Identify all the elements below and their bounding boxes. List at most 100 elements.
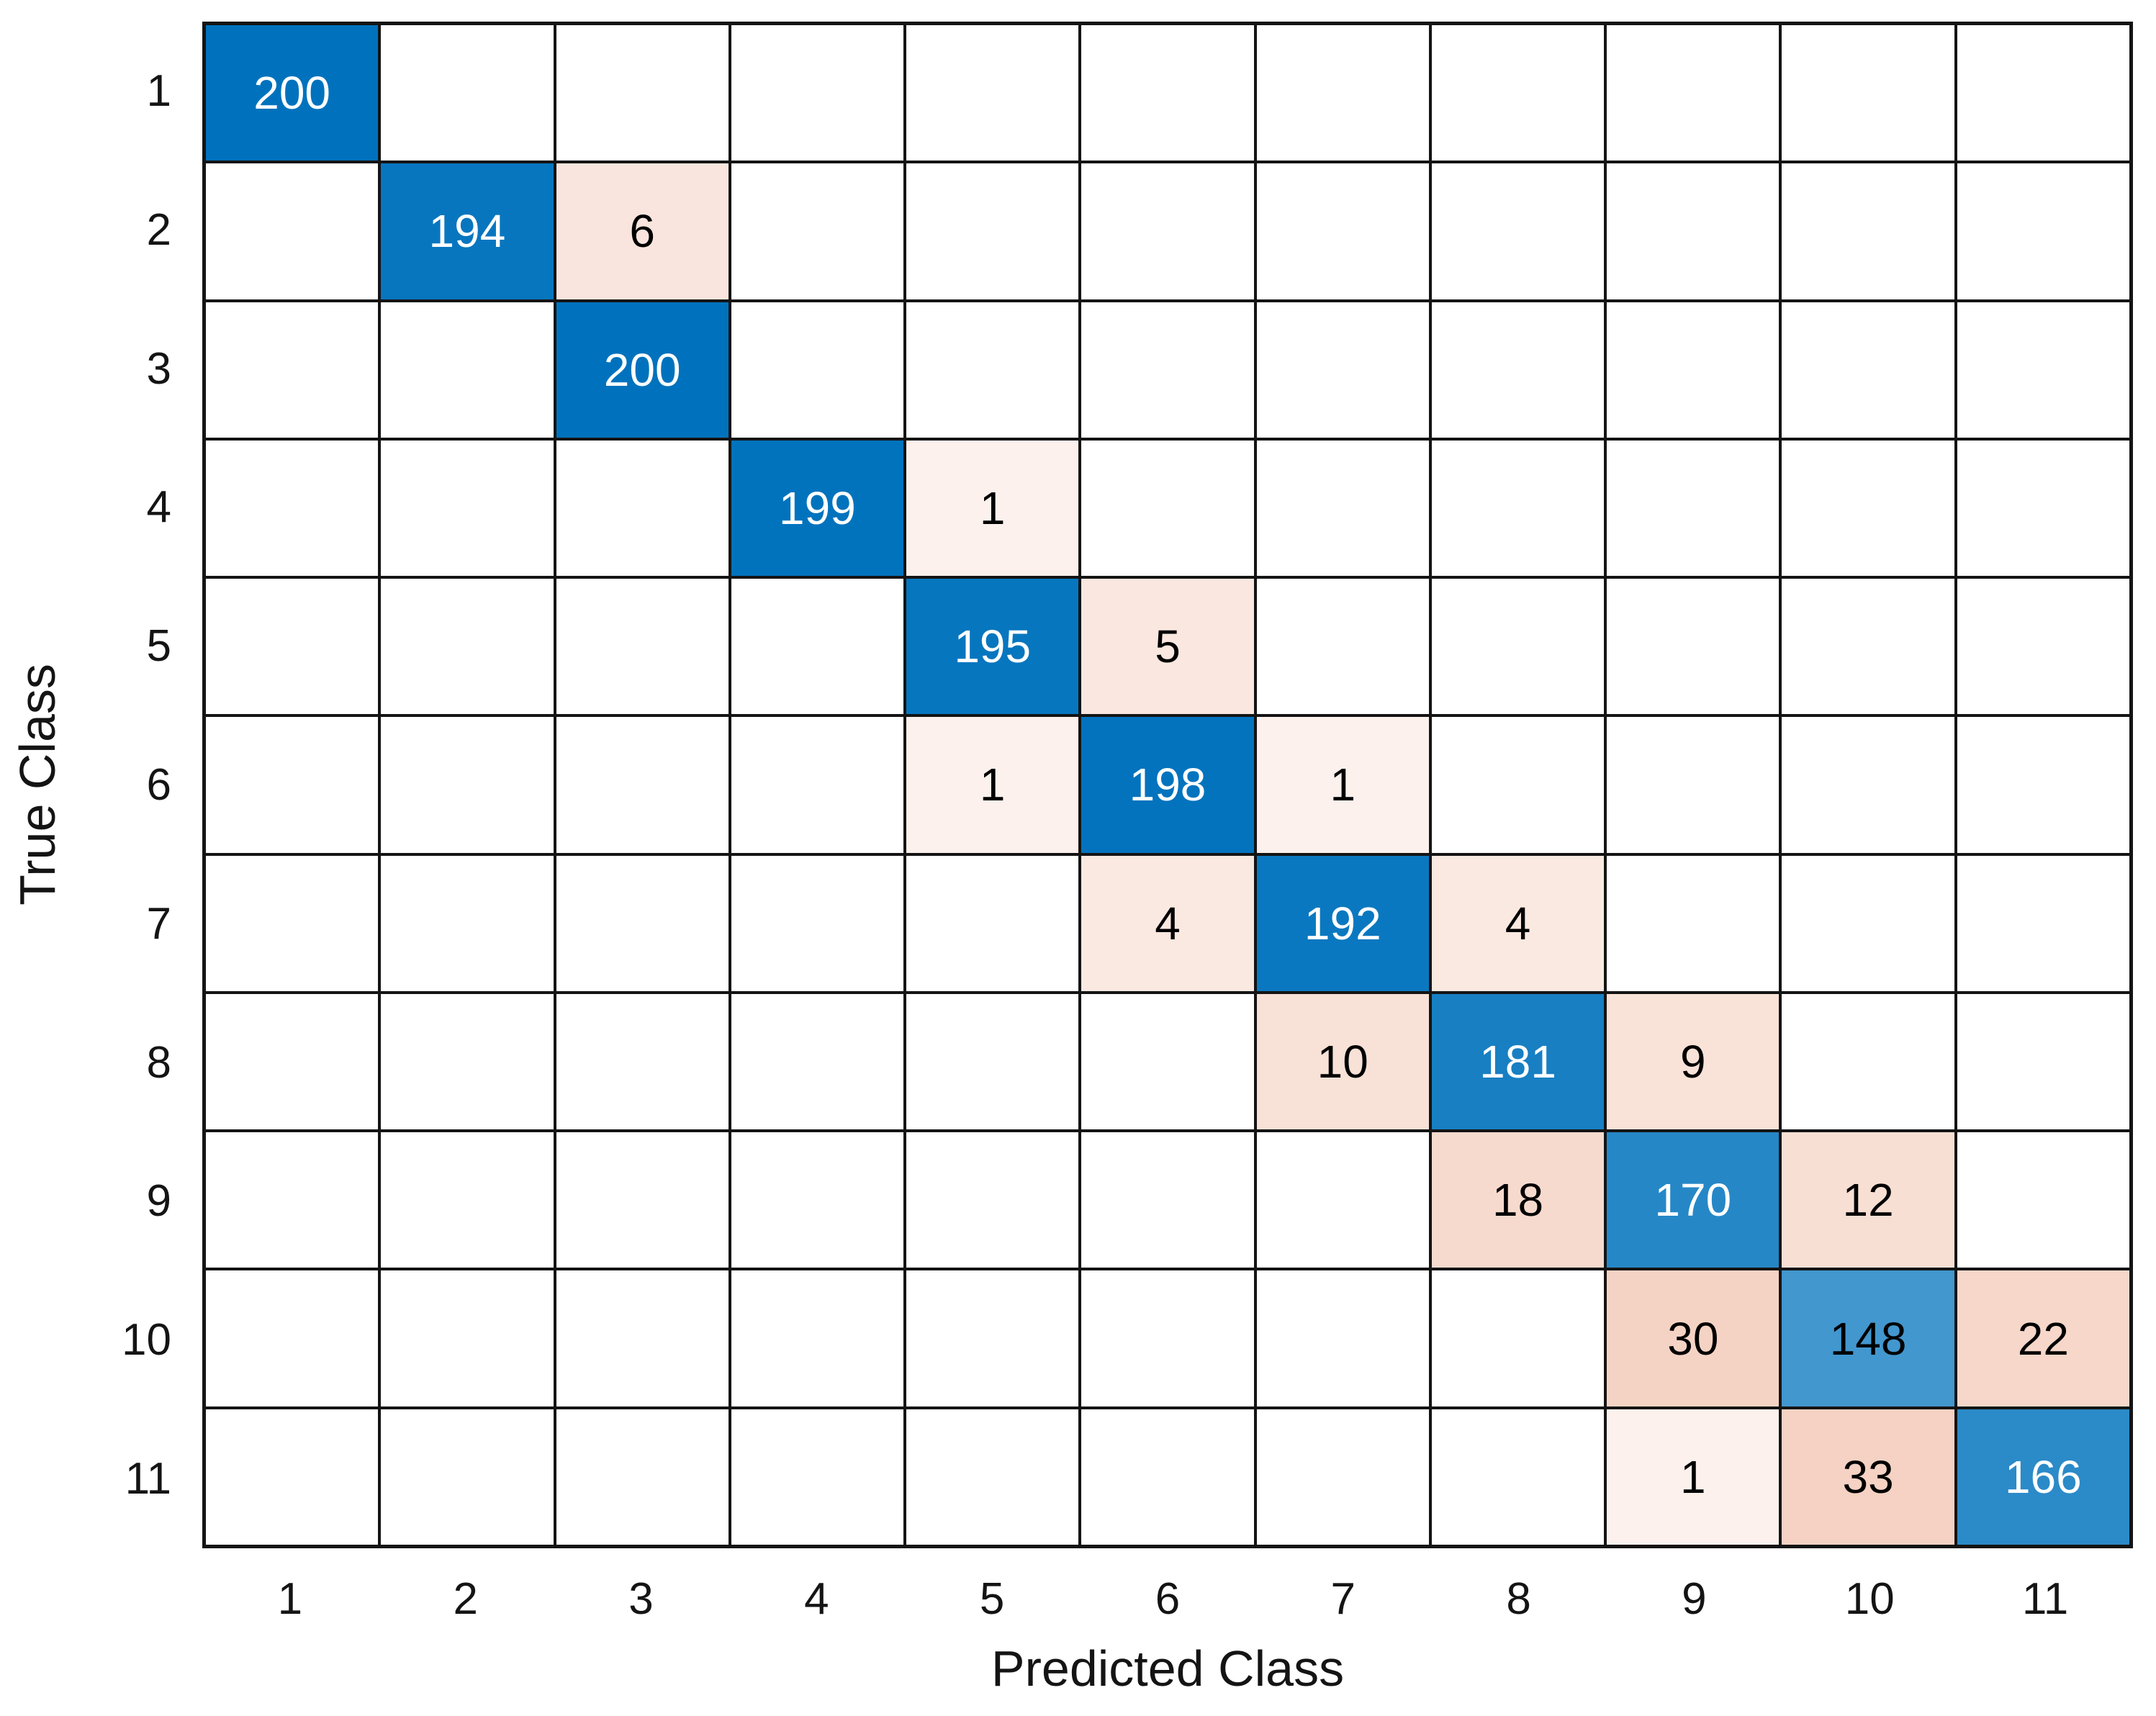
matrix-cell — [1957, 1132, 2129, 1268]
matrix-cell: 30 — [1607, 1270, 1780, 1406]
matrix-cell: 33 — [1782, 1409, 1954, 1545]
matrix-cell — [731, 1270, 904, 1406]
matrix-cell — [1957, 579, 2129, 715]
y-tick-label: 1 — [146, 66, 171, 116]
matrix-cell — [1431, 717, 1605, 853]
y-tick-label: 6 — [146, 759, 171, 810]
matrix-cell — [731, 993, 904, 1130]
matrix-cell — [1957, 717, 2129, 853]
matrix-cell — [1607, 302, 1780, 438]
matrix-cell — [1256, 25, 1429, 161]
x-tick-label: 1 — [277, 1574, 303, 1624]
y-tick-label: 2 — [146, 204, 171, 255]
matrix-cell: 192 — [1256, 855, 1429, 991]
matrix-cell — [556, 855, 729, 991]
matrix-cell — [1431, 25, 1605, 161]
matrix-cell — [731, 717, 904, 853]
matrix-cell — [731, 1409, 904, 1545]
y-tick-label: 8 — [146, 1037, 171, 1088]
matrix-cell — [206, 855, 379, 991]
x-tick-label: 4 — [804, 1574, 829, 1624]
x-axis-label: Predicted Class — [991, 1640, 1345, 1697]
x-tick-label: 3 — [628, 1574, 654, 1624]
matrix-cell — [1431, 440, 1605, 577]
matrix-cell — [1607, 163, 1780, 299]
matrix-cell — [731, 855, 904, 991]
matrix-cell: 18 — [1431, 1132, 1605, 1268]
matrix-cell: 1 — [906, 717, 1079, 853]
matrix-cell — [906, 302, 1079, 438]
matrix-cell: 199 — [731, 440, 904, 577]
matrix-cell — [906, 1132, 1079, 1268]
x-tick-label: 6 — [1155, 1574, 1181, 1624]
matrix-cell — [731, 302, 904, 438]
matrix-cell — [1431, 163, 1605, 299]
matrix-cell — [1782, 440, 1954, 577]
x-tick-label: 5 — [979, 1574, 1005, 1624]
matrix-cell — [1256, 579, 1429, 715]
matrix-cell — [1957, 855, 2129, 991]
matrix-cell — [556, 440, 729, 577]
y-axis-tick-labels: 1 2 3 4 5 6 7 8 9 10 11 — [0, 22, 171, 1548]
matrix-cell: 195 — [906, 579, 1079, 715]
matrix-cell: 170 — [1607, 1132, 1780, 1268]
matrix-cell — [381, 579, 554, 715]
matrix-cell: 4 — [1081, 855, 1254, 991]
matrix-cell — [1081, 1270, 1254, 1406]
matrix-cell — [381, 440, 554, 577]
matrix-cell — [206, 1409, 379, 1545]
matrix-cell: 200 — [206, 25, 379, 161]
matrix-cell — [906, 163, 1079, 299]
matrix-cell — [206, 1132, 379, 1268]
matrix-cell — [206, 1270, 379, 1406]
matrix-cell — [731, 1132, 904, 1268]
x-tick-label: 10 — [1844, 1574, 1895, 1624]
x-tick-label: 7 — [1330, 1574, 1356, 1624]
matrix-cell — [906, 1270, 1079, 1406]
matrix-cell — [1607, 440, 1780, 577]
matrix-cell: 148 — [1782, 1270, 1954, 1406]
matrix-cell — [556, 1270, 729, 1406]
matrix-cell — [1081, 302, 1254, 438]
matrix-cell — [206, 163, 379, 299]
matrix-cell — [556, 25, 729, 161]
y-tick-label: 5 — [146, 621, 171, 672]
matrix-cell — [1957, 163, 2129, 299]
matrix-cell — [1607, 717, 1780, 853]
matrix-cell — [731, 25, 904, 161]
matrix-cell — [1782, 25, 1954, 161]
matrix-cell: 10 — [1256, 993, 1429, 1130]
matrix-cell — [1782, 993, 1954, 1130]
matrix-cell — [1081, 440, 1254, 577]
y-tick-label: 3 — [146, 343, 171, 394]
matrix-cell — [206, 302, 379, 438]
matrix-cell — [381, 1270, 554, 1406]
matrix-cell — [1081, 1132, 1254, 1268]
matrix-cell — [1957, 25, 2129, 161]
matrix-cell — [1081, 25, 1254, 161]
matrix-cell — [1256, 163, 1429, 299]
matrix-cell — [1607, 579, 1780, 715]
matrix-cell — [1782, 163, 1954, 299]
matrix-cell: 4 — [1431, 855, 1605, 991]
matrix-cell — [1607, 855, 1780, 991]
matrix-cell: 9 — [1607, 993, 1780, 1130]
matrix-cell: 5 — [1081, 579, 1254, 715]
matrix-cell: 181 — [1431, 993, 1605, 1130]
matrix-cell — [381, 993, 554, 1130]
matrix-cell — [1256, 440, 1429, 577]
y-tick-label: 11 — [125, 1454, 171, 1504]
matrix-cell — [1431, 1270, 1605, 1406]
matrix-cell — [906, 993, 1079, 1130]
matrix-cell — [381, 1132, 554, 1268]
matrix-cell: 194 — [381, 163, 554, 299]
matrix-cell — [206, 993, 379, 1130]
matrix-cell — [556, 1409, 729, 1545]
matrix-cell: 200 — [556, 302, 729, 438]
matrix-cell — [1782, 579, 1954, 715]
matrix-cell — [1607, 25, 1780, 161]
y-tick-label: 10 — [122, 1315, 171, 1365]
matrix-cell: 12 — [1782, 1132, 1954, 1268]
matrix-cell — [731, 579, 904, 715]
x-tick-label: 8 — [1506, 1574, 1531, 1624]
